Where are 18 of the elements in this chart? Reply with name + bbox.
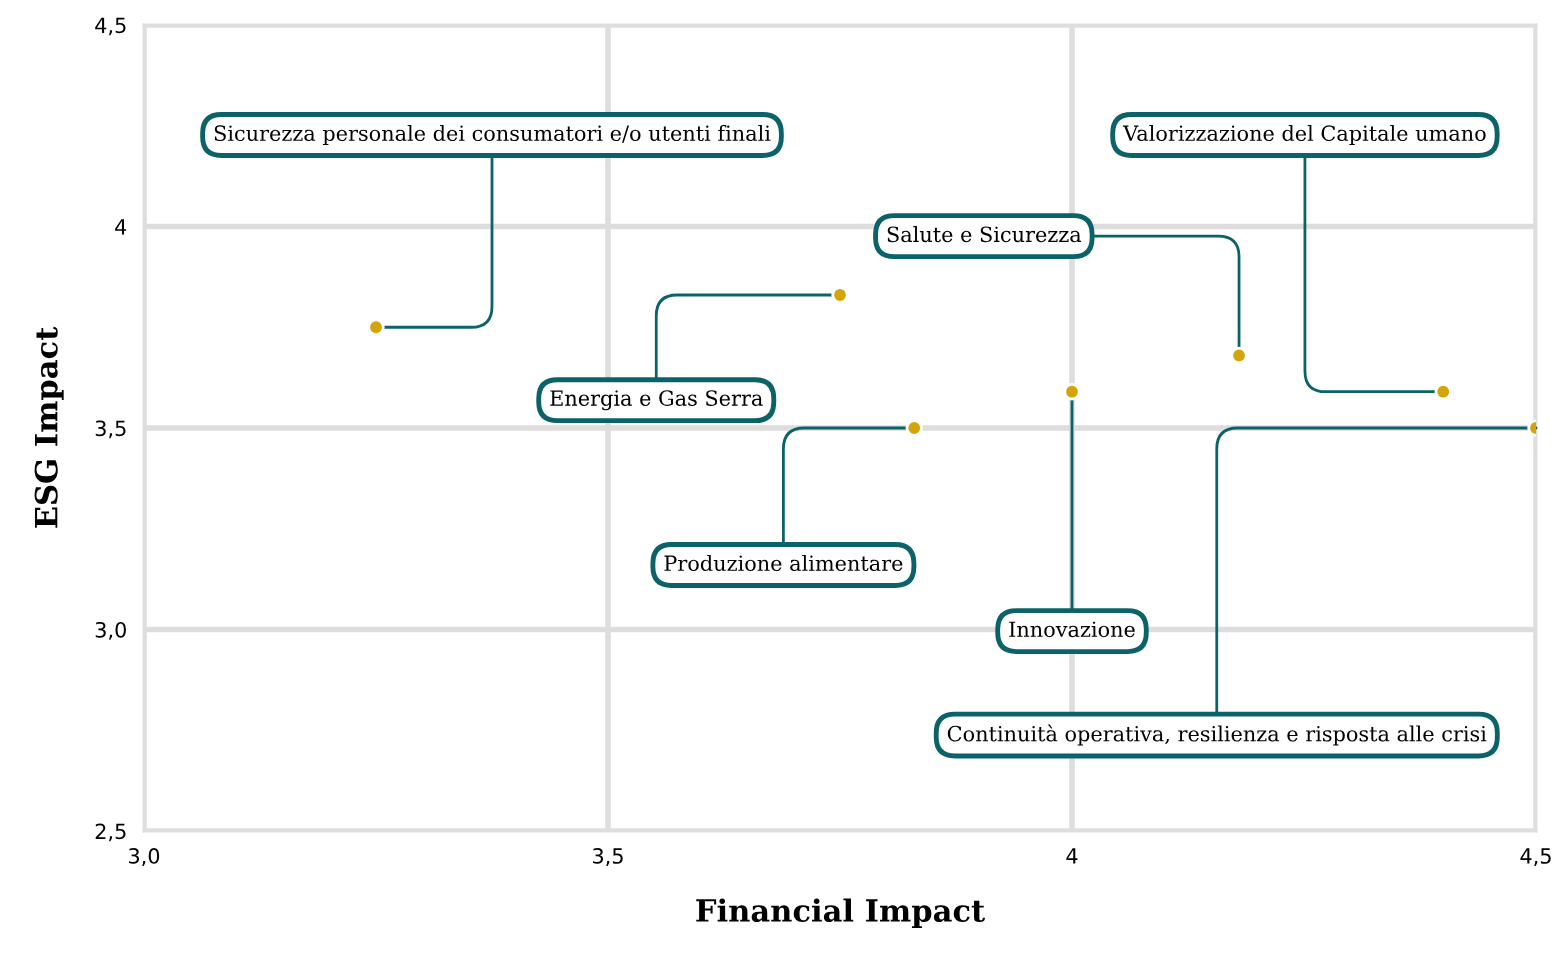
- annotation: Innovazione: [1009, 621, 1135, 638]
- y-tick-label: 3,0: [95, 621, 126, 640]
- annotation: Salute e Sicurezza: [887, 226, 1082, 243]
- y-tick-label: 3,5: [95, 420, 126, 439]
- annotation: Produzione alimentare: [664, 554, 903, 572]
- x-tick-label: 4,5: [1520, 848, 1551, 866]
- x-tick-label: 3,0: [129, 848, 160, 866]
- annotation: Valorizzazione del Capitale umano: [1122, 124, 1486, 146]
- x-tick-label: 3,5: [593, 848, 623, 866]
- x-axis-title: Financial Impact: [696, 898, 985, 928]
- annotation: Continuità operativa, resilienza e risposta alle crisi: [947, 724, 1487, 746]
- annotation: Sicurezza personale dei consumatori e/o utenti finali: [214, 124, 771, 146]
- annotation: Energia e Gas Serra: [550, 390, 763, 411]
- y-tick-label: 4: [115, 219, 127, 235]
- y-tick-label: 2,5: [95, 823, 126, 842]
- y-tick-label: 4,5: [95, 17, 126, 36]
- x-tick-label: 4: [1066, 848, 1078, 864]
- y-axis-title: ESG Impact: [34, 326, 64, 528]
